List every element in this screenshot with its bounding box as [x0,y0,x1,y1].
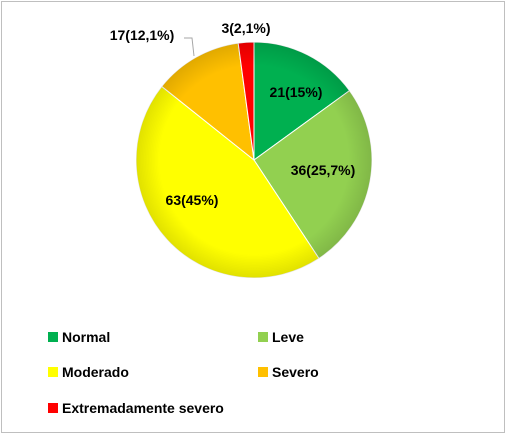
legend-swatch-extremadamente-severo [48,403,58,413]
data-label-normal: 21(15%) [270,84,323,100]
legend-swatch-normal [48,332,58,342]
legend-swatch-severo [258,367,268,377]
legend-label-extremadamente-severo: Extremadamente severo [62,400,224,416]
data-label-moderado: 63(45%) [166,192,219,208]
legend-item-moderado: Moderado [48,364,129,380]
legend-swatch-leve [258,332,268,342]
data-label-severo: 17(12,1%) [110,27,175,43]
legend-item-extremadamente-severo: Extremadamente severo [48,400,224,416]
legend-label-moderado: Moderado [62,364,129,380]
data-label-leve: 36(25,7%) [291,162,356,178]
legend-item-leve: Leve [258,329,304,345]
legend-item-normal: Normal [48,329,110,345]
legend-item-severo: Severo [258,364,319,380]
legend-label-severo: Severo [272,364,319,380]
data-label-extremadamente-severo: 3(2,1%) [221,20,270,36]
legend-label-leve: Leve [272,329,304,345]
legend-swatch-moderado [48,367,58,377]
legend-label-normal: Normal [62,329,111,345]
leader-line-severo [184,37,195,57]
